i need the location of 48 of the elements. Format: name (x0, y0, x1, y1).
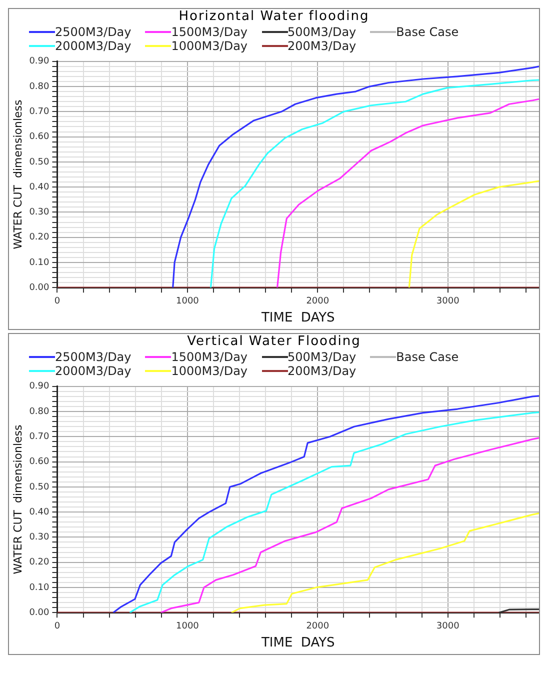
legend-label: 2500M3/Day (55, 350, 132, 364)
y-tick-label: 0.10 (29, 582, 50, 593)
y-tick-label: 0.80 (29, 406, 50, 417)
legend-label: 2000M3/Day (55, 364, 132, 378)
y-tick-label: 0.20 (29, 232, 50, 243)
legend-label: 200M3/Day (288, 364, 356, 378)
legend-label: 1500M3/Day (171, 350, 248, 364)
legend-label: 2000M3/Day (55, 39, 132, 53)
y-tick-label: 0.60 (29, 132, 50, 142)
y-tick-label: 0.30 (29, 208, 50, 218)
y-axis-title: WATER CUT dimensionless (11, 100, 24, 250)
y-tick-label: 0.40 (29, 507, 50, 518)
legend-label: Base Case (396, 25, 459, 39)
y-tick-label: 0.50 (29, 157, 50, 168)
legend-label: 500M3/Day (288, 25, 356, 39)
legend-label: 1000M3/Day (171, 364, 248, 378)
y-tick-label: 0.70 (29, 432, 50, 442)
y-tick-label: 0.80 (29, 82, 50, 92)
x-axis-title: TIME DAYS (260, 310, 335, 326)
legend-label: 500M3/Day (288, 350, 356, 364)
y-tick-label: 0.60 (29, 457, 50, 468)
legend-label: Base Case (396, 350, 459, 364)
x-tick-label: 1000 (176, 621, 200, 632)
y-tick-label: 0.90 (29, 56, 50, 67)
legend-label: 2500M3/Day (55, 25, 132, 39)
x-tick-label: 1000 (176, 296, 200, 306)
legend-label: 200M3/Day (288, 39, 356, 53)
y-tick-label: 0.00 (29, 282, 50, 293)
y-tick-label: 0.00 (29, 608, 50, 618)
y-tick-label: 0.20 (29, 558, 50, 568)
x-axis-title: TIME DAYS (260, 636, 335, 651)
y-tick-label: 0.10 (29, 258, 50, 268)
chart-title: Horizontal Water flooding (178, 9, 370, 25)
y-tick-label: 0.40 (29, 182, 50, 192)
y-tick-label: 0.30 (29, 532, 50, 543)
legend-label: 1500M3/Day (171, 25, 248, 39)
x-tick-label: 0 (54, 621, 60, 632)
x-tick-label: 0 (54, 296, 60, 306)
y-axis-title: WATER CUT dimensionless (11, 424, 24, 574)
x-tick-label: 3000 (436, 296, 460, 306)
y-tick-label: 0.70 (29, 107, 50, 118)
x-tick-label: 2000 (306, 621, 330, 632)
x-tick-label: 2000 (306, 296, 330, 306)
chart-title: Vertical Water Flooding (186, 334, 362, 350)
x-tick-label: 3000 (436, 621, 460, 632)
legend-label: 1000M3/Day (171, 39, 248, 53)
y-tick-label: 0.90 (29, 382, 50, 392)
y-tick-label: 0.50 (29, 482, 50, 492)
